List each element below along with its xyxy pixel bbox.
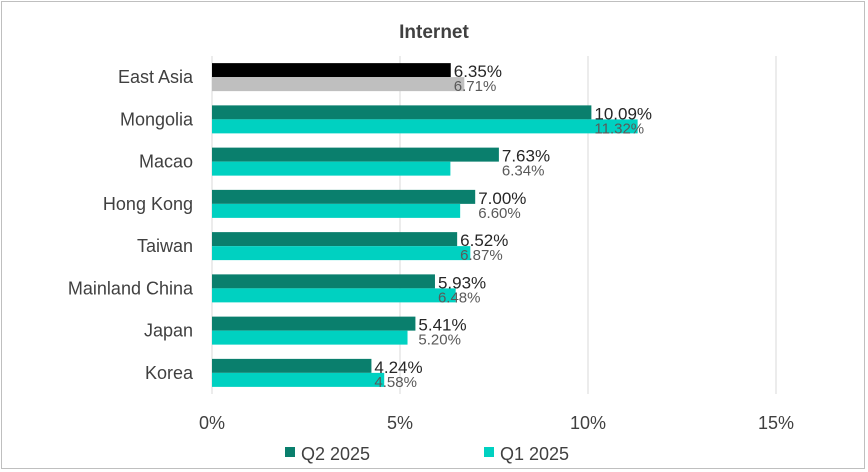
x-tick-labels: 0% 5% 10% 15% bbox=[199, 413, 794, 433]
category-label: Korea bbox=[145, 363, 194, 383]
data-label-q2: 6.52% bbox=[460, 231, 508, 250]
data-label-q2: 7.00% bbox=[478, 189, 526, 208]
bars bbox=[212, 63, 638, 387]
data-label-q2: 5.41% bbox=[418, 316, 466, 335]
bar-q2 bbox=[212, 358, 372, 373]
data-label-q1: 6.48% bbox=[438, 289, 481, 306]
category-label: Macao bbox=[139, 152, 193, 172]
x-tick-label: 0% bbox=[199, 413, 225, 433]
x-tick-label: 5% bbox=[387, 413, 413, 433]
data-label-q1: 6.60% bbox=[478, 205, 521, 222]
data-label-q2: 10.09% bbox=[594, 104, 652, 123]
category-labels: East Asia Mongolia Macao Hong Kong Taiwan Mai… bbox=[68, 67, 194, 383]
bar-q2 bbox=[212, 63, 451, 78]
bar-q1 bbox=[212, 372, 385, 387]
data-labels: 6.35%6.71% 10.09%11.32% 7.63%6.34% 7.00%6.6… bbox=[374, 62, 652, 391]
bar-q2 bbox=[212, 316, 416, 331]
data-label-q1: 4.58% bbox=[374, 374, 417, 391]
data-label-q2: 5.93% bbox=[438, 273, 486, 292]
bar-q1 bbox=[212, 161, 451, 176]
category-label: East Asia bbox=[118, 67, 194, 87]
bar-q1 bbox=[212, 288, 456, 303]
bar-q2 bbox=[212, 274, 435, 289]
bar-q1 bbox=[212, 119, 638, 134]
x-tick-label: 15% bbox=[758, 413, 794, 433]
bar-q1 bbox=[212, 203, 461, 218]
bar-q2 bbox=[212, 232, 458, 247]
legend: Q2 2025 Q1 2025 bbox=[285, 444, 569, 464]
category-label: Taiwan bbox=[137, 236, 193, 256]
category-label: Mongolia bbox=[120, 109, 194, 129]
bar-q1 bbox=[212, 77, 465, 92]
data-label-q1: 5.20% bbox=[418, 332, 461, 349]
data-label-q1: 11.32% bbox=[594, 120, 644, 137]
x-tick-label: 10% bbox=[570, 413, 606, 433]
data-label-q1: 6.71% bbox=[454, 78, 497, 95]
legend-label-q1: Q1 2025 bbox=[500, 444, 569, 464]
bar-q2 bbox=[212, 147, 499, 162]
data-label-q2: 4.24% bbox=[374, 358, 422, 377]
bar-q1 bbox=[212, 246, 471, 261]
legend-swatch-q2 bbox=[285, 447, 295, 457]
bar-q1 bbox=[212, 330, 408, 345]
chart-title: Internet bbox=[399, 22, 469, 43]
data-label-q1: 6.34% bbox=[502, 163, 545, 180]
category-label: Hong Kong bbox=[103, 194, 193, 214]
category-label: Japan bbox=[144, 321, 193, 341]
data-label-q2: 7.63% bbox=[502, 147, 550, 166]
legend-label-q2: Q2 2025 bbox=[301, 444, 370, 464]
data-label-q1: 6.87% bbox=[460, 247, 503, 264]
legend-swatch-q1 bbox=[484, 447, 494, 457]
bar-q2 bbox=[212, 189, 476, 204]
bar-q2 bbox=[212, 105, 592, 120]
data-label-q2: 6.35% bbox=[454, 62, 502, 81]
category-label: Mainland China bbox=[68, 278, 194, 298]
